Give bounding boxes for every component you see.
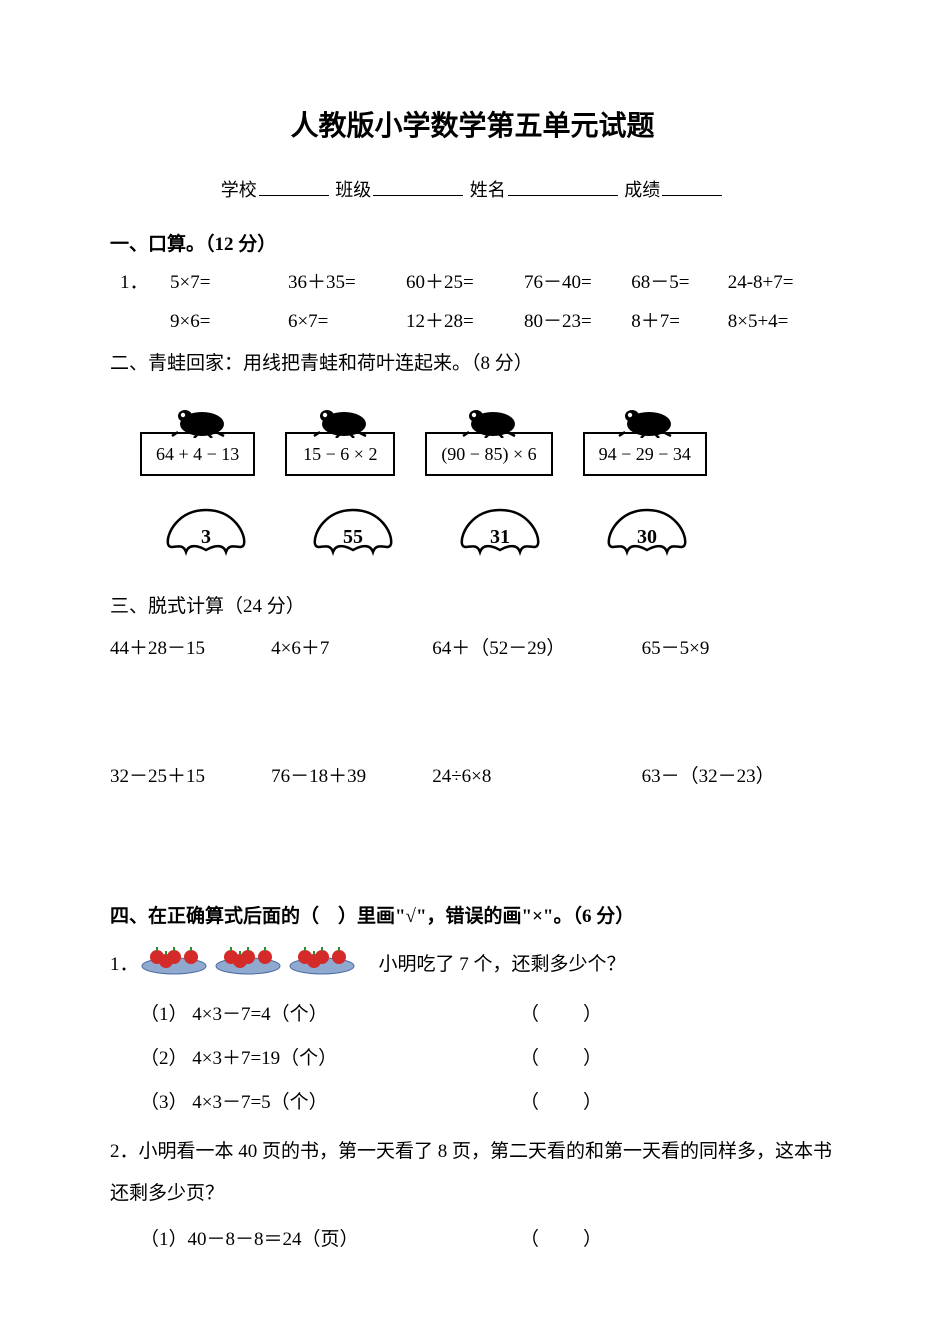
section-2-heading: 二、青蛙回家：用线把青蛙和荷叶连起来。（8 分） bbox=[110, 346, 835, 382]
oral-cell: 60＋25= bbox=[406, 265, 524, 301]
page-title: 人教版小学数学第五单元试题 bbox=[110, 100, 835, 153]
calc-cell: 32－25＋15 bbox=[110, 759, 271, 795]
class-label: 班级 bbox=[335, 180, 371, 200]
q4-opt-label: （2） 4×3＋7=19（个） bbox=[140, 1041, 520, 1077]
oral-cell: 6×7= bbox=[288, 304, 406, 340]
frog-box: 15 − 6 × 2 bbox=[285, 432, 395, 476]
q4-opt-paren: （ ） bbox=[520, 1041, 835, 1077]
calc-row-2: 32－25＋15 76－18＋39 24÷6×8 63－（32－23） bbox=[110, 759, 835, 795]
calc-cell: 64＋（52－29） bbox=[432, 631, 641, 667]
frog-box: 94 − 29 − 34 bbox=[583, 432, 707, 476]
q4-p1-num: 1． bbox=[110, 947, 139, 983]
apple-plate-icon bbox=[213, 941, 283, 988]
oral-cell: 76－40= bbox=[524, 265, 631, 301]
oral-row-1: 1． 5×7= 36＋35= 60＋25= 76－40= 68－5= 24-8+… bbox=[110, 265, 835, 301]
lilypad-num: 30 bbox=[601, 518, 693, 556]
q4-opt-row: （1） 4×3－7=4（个） （ ） bbox=[140, 997, 835, 1033]
name-blank bbox=[508, 195, 618, 196]
oral-cell: 24-8+7= bbox=[728, 265, 835, 301]
lilypad-row: 3 55 31 30 bbox=[160, 504, 835, 569]
oral-cell: 8＋7= bbox=[631, 304, 728, 340]
oral-row-2: 9×6= 6×7= 12＋28= 80－23= 8＋7= 8×5+4= bbox=[110, 304, 835, 340]
calc-cell: 44＋28－15 bbox=[110, 631, 271, 667]
frog-box: (90 − 85) × 6 bbox=[425, 432, 552, 476]
student-info-line: 学校 班级 姓名 成绩 bbox=[110, 173, 835, 207]
apple-plate-icon bbox=[139, 941, 209, 988]
oral-cell: 12＋28= bbox=[406, 304, 524, 340]
class-blank bbox=[373, 195, 463, 196]
oral-cell: 36＋35= bbox=[288, 265, 406, 301]
q4-p1-line: 1． bbox=[110, 941, 835, 988]
q4-p1-text: 小明吃了 7 个，还剩多少个？ bbox=[379, 947, 626, 983]
score-label: 成绩 bbox=[624, 180, 660, 200]
q4-opt-paren: （ ） bbox=[520, 997, 835, 1033]
calc-work-space bbox=[110, 801, 835, 881]
school-blank bbox=[259, 195, 329, 196]
lilypad-item: 31 bbox=[454, 504, 546, 569]
q4-opt-label: （1） 4×3－7=4（个） bbox=[140, 997, 520, 1033]
q4-p2-text: 2．小明看一本 40 页的书，第一天看了 8 页，第二天看的和第一天看的同样多，… bbox=[110, 1131, 835, 1215]
oral-cell: 80－23= bbox=[524, 304, 631, 340]
q4-opt-label: （1）40－8－8＝24（页） bbox=[140, 1222, 520, 1258]
q4-opt-paren: （ ） bbox=[520, 1085, 835, 1121]
section-1-heading: 一、口算。（12 分） bbox=[110, 227, 835, 263]
q4-opt-label: （3） 4×3－7=5（个） bbox=[140, 1085, 520, 1121]
q4-opt-row: （3） 4×3－7=5（个） （ ） bbox=[140, 1085, 835, 1121]
q4-opt-paren: （ ） bbox=[520, 1222, 835, 1258]
oral-cell: 8×5+4= bbox=[728, 304, 835, 340]
frog-item: 94 − 29 − 34 bbox=[583, 402, 707, 476]
lilypad-item: 3 bbox=[160, 504, 252, 569]
frog-item: 15 − 6 × 2 bbox=[285, 402, 395, 476]
calc-cell: 24÷6×8 bbox=[432, 759, 641, 795]
lilypad-num: 3 bbox=[160, 518, 252, 556]
oral-cell: 5×7= bbox=[170, 265, 288, 301]
lilypad-num: 31 bbox=[454, 518, 546, 556]
apple-plate-icon bbox=[287, 941, 357, 988]
lilypad-item: 55 bbox=[307, 504, 399, 569]
oral-cell: 68－5= bbox=[631, 265, 728, 301]
lilypad-item: 30 bbox=[601, 504, 693, 569]
frog-row: 64 + 4 − 13 15 − 6 × 2 (90 − 85) × 6 94 … bbox=[140, 402, 835, 476]
frog-box: 64 + 4 − 13 bbox=[140, 432, 255, 476]
section-4-heading: 四、在正确算式后面的（ ）里画"√"，错误的画"×"。（6 分） bbox=[110, 899, 835, 935]
school-label: 学校 bbox=[221, 180, 257, 200]
calc-cell: 63－（32－23） bbox=[642, 759, 835, 795]
oral-cell: 9×6= bbox=[170, 304, 288, 340]
section-3-heading: 三、脱式计算（24 分） bbox=[110, 589, 835, 625]
calc-cell: 76－18＋39 bbox=[271, 759, 432, 795]
frog-item: 64 + 4 − 13 bbox=[140, 402, 255, 476]
calc-cell: 65－5×9 bbox=[642, 631, 835, 667]
oral-row1-num: 1． bbox=[110, 265, 170, 301]
calc-work-space bbox=[110, 673, 835, 753]
lilypad-num: 55 bbox=[307, 518, 399, 556]
q4-opt-row: （2） 4×3＋7=19（个） （ ） bbox=[140, 1041, 835, 1077]
score-blank bbox=[662, 195, 722, 196]
name-label: 姓名 bbox=[470, 180, 506, 200]
frog-item: (90 − 85) × 6 bbox=[425, 402, 552, 476]
q4-opt-row: （1）40－8－8＝24（页） （ ） bbox=[140, 1222, 835, 1258]
calc-row-1: 44＋28－15 4×6＋7 64＋（52－29） 65－5×9 bbox=[110, 631, 835, 667]
calc-cell: 4×6＋7 bbox=[271, 631, 432, 667]
